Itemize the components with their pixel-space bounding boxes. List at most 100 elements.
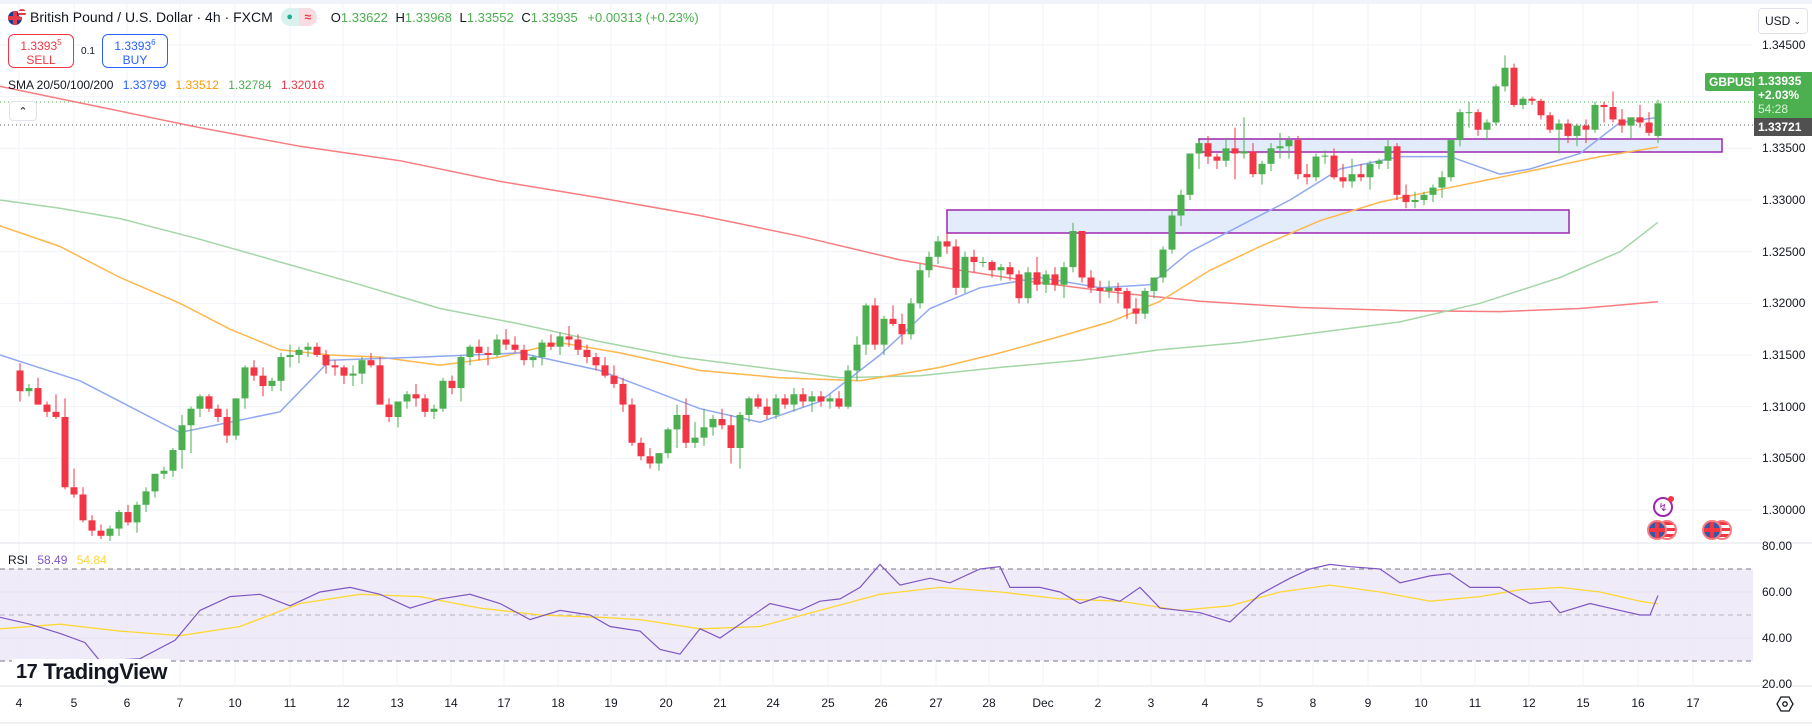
chevron-down-icon: ⌄	[1793, 15, 1801, 26]
date-axis-label: 12	[1522, 696, 1536, 710]
rsi-axis-label: 40.00	[1762, 631, 1793, 645]
market-open-icon[interactable]: ●	[280, 8, 299, 26]
close-value: 1.33935	[530, 9, 578, 25]
tradingview-mark-icon: 17	[16, 660, 38, 683]
rsi-axis-label: 60.00	[1762, 585, 1793, 599]
low-value: 1.33552	[466, 9, 514, 25]
date-axis-label: Dec	[1032, 696, 1054, 710]
date-axis-label: 24	[766, 696, 780, 710]
settings-hexagon-icon	[1776, 696, 1794, 712]
date-axis-label: 6	[123, 696, 131, 710]
rsi-value: 58.49	[37, 553, 68, 567]
date-axis-label: 3	[1147, 696, 1155, 710]
low-label: L	[459, 9, 467, 25]
date-axis-label: 2	[1094, 696, 1102, 710]
date-axis-label: 18	[551, 696, 565, 710]
market-status[interactable]: ● ≈	[280, 8, 317, 26]
sell-price: 1.3393	[20, 38, 58, 53]
delayed-data-icon[interactable]: ≈	[298, 8, 317, 26]
last-price-tag: 1.33935 +2.03% 54:28	[1754, 72, 1812, 118]
sma20-value: 1.33799	[122, 78, 167, 92]
date-axis-label: 28	[982, 696, 996, 710]
quantity-value[interactable]: 0.1	[81, 45, 95, 57]
gb-us-event-icon[interactable]	[1647, 520, 1679, 540]
date-axis-label: 25	[821, 696, 835, 710]
flash-news-icon[interactable]: ↯	[1653, 497, 1673, 517]
date-axis-label: 4	[1201, 696, 1209, 710]
price-axis-label: 1.30500	[1762, 451, 1806, 466]
price-axis-label: 1.33500	[1762, 141, 1806, 156]
date-axis-label: 20	[659, 696, 673, 710]
date-axis-label: 12	[336, 696, 350, 710]
bar-countdown: 54:28	[1758, 102, 1789, 116]
buy-pip: 6	[151, 37, 156, 47]
lower-zone-rect	[946, 209, 1570, 234]
sma100-value: 1.32784	[228, 78, 272, 92]
date-axis-label: 16	[1631, 696, 1645, 710]
change-percent: +2.03%	[1758, 88, 1800, 102]
buy-price: 1.3393	[114, 38, 152, 53]
price-axis-label: 1.33000	[1762, 192, 1806, 207]
sell-button[interactable]: 1.33935 SELL	[8, 34, 74, 68]
price-axis-label: 1.32500	[1762, 244, 1806, 259]
sma20-price-tag: 1.33721	[1754, 118, 1812, 136]
date-axis-label: 10	[228, 696, 242, 710]
sell-label: SELL	[26, 52, 56, 67]
currency-value: USD	[1765, 14, 1791, 28]
high-label: H	[395, 9, 405, 25]
date-axis-label: 9	[1364, 696, 1372, 710]
date-axis-label: 26	[874, 696, 888, 710]
chart-settings-button[interactable]	[1775, 694, 1795, 714]
ohlc-values: O1.33622 H1.33968 L1.33552 C1.33935 +0.0…	[327, 10, 699, 25]
date-axis-label: 11	[1468, 696, 1482, 710]
price-axis-label: 1.34500	[1762, 38, 1806, 52]
date-axis-label: 10	[1414, 696, 1428, 710]
gb-us-event-icon[interactable]	[1702, 520, 1734, 540]
date-axis-label: 5	[70, 696, 78, 710]
rsi-axis-label: 20.00	[1762, 677, 1793, 691]
date-axis-label: 8	[1309, 696, 1317, 710]
rsi-label: RSI	[8, 553, 29, 567]
price-axis-label: 1.31000	[1762, 399, 1806, 414]
buy-label: BUY	[122, 52, 148, 67]
sma-legend[interactable]: SMA 20/50/100/200 1.33799 1.33512 1.3278…	[8, 78, 330, 92]
currency-select[interactable]: USD ⌄	[1758, 8, 1808, 34]
date-axis-label: 14	[444, 696, 458, 710]
symbol-legend: British Pound / U.S. Dollar · 4h · FXCM …	[8, 8, 699, 26]
sma50-value: 1.33512	[175, 78, 219, 92]
notification-dot	[1668, 496, 1674, 502]
date-axis-label: 19	[604, 696, 618, 710]
buy-button[interactable]: 1.33936 BUY	[102, 34, 168, 68]
date-axis-label: 17	[497, 696, 511, 710]
rsi-legend[interactable]: RSI 58.49 54.84	[8, 553, 113, 567]
rsi-axis-label: 80.00	[1762, 539, 1793, 553]
symbol-title[interactable]: British Pound / U.S. Dollar · 4h · FXCM	[30, 9, 273, 25]
sell-pip: 5	[57, 37, 62, 47]
last-price: 1.33935	[1758, 74, 1802, 88]
date-axis-label: 7	[176, 696, 184, 710]
date-axis-label: 4	[15, 696, 23, 710]
sma200-value: 1.32016	[280, 78, 325, 92]
open-value: 1.33622	[340, 9, 388, 25]
date-axis-label: 13	[390, 696, 404, 710]
price-axis-label: 1.32000	[1762, 296, 1806, 311]
open-label: O	[330, 9, 341, 25]
symbol-tag: GBPUSD	[1705, 73, 1765, 91]
trade-panel: 1.33935 SELL 0.1 1.33936 BUY	[8, 34, 168, 68]
date-axis-label: 11	[283, 696, 297, 710]
date-axis-label: 15	[1576, 696, 1590, 710]
price-axis-label: 1.31500	[1762, 347, 1806, 362]
gbp-usd-flag-icon	[8, 9, 26, 25]
sma-label: SMA 20/50/100/200	[8, 78, 114, 92]
high-value: 1.33968	[404, 9, 452, 25]
date-axis-label: 17	[1686, 696, 1700, 710]
rsi-ma-value: 54.84	[76, 553, 107, 567]
collapse-legend-button[interactable]: ⌃	[9, 101, 37, 121]
chevron-up-icon: ⌃	[18, 105, 28, 118]
date-axis-label: 5	[1256, 696, 1264, 710]
close-label: C	[521, 9, 531, 25]
tradingview-logo[interactable]: 17 TradingView	[12, 659, 171, 685]
date-axis-label: 21	[713, 696, 727, 710]
change-value: +0.00313 (+0.23%)	[587, 9, 699, 25]
